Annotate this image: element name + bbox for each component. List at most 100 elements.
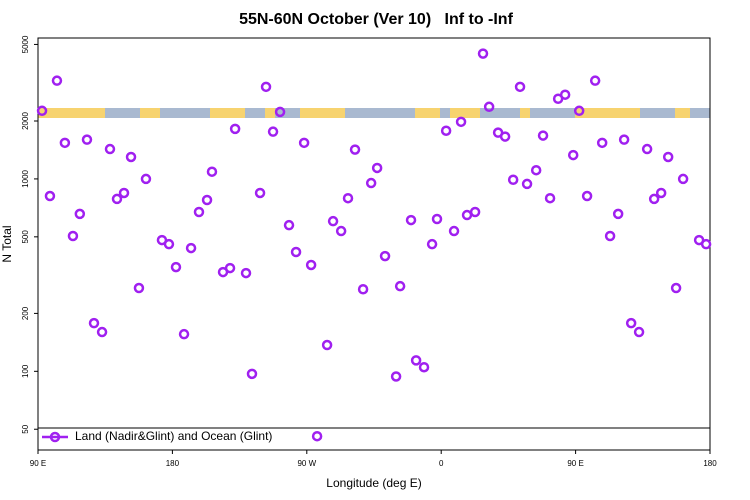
y-tick-label: 500 [21,230,30,244]
point [342,192,354,204]
point [662,151,674,163]
point [544,192,556,204]
point [111,193,123,205]
point [589,75,601,86]
x-tick-label: 180 [166,459,180,468]
point [170,261,182,273]
point [283,219,295,231]
point [36,105,48,117]
point [477,48,489,59]
point [229,123,241,135]
point [514,81,526,93]
point [418,361,430,373]
x-tick-label: 90 E [30,459,46,468]
point [655,187,667,199]
point [394,280,406,292]
point [178,328,190,340]
point [581,190,593,202]
point [59,137,71,149]
point [596,137,608,149]
point [88,317,100,329]
point [521,178,533,190]
point [311,430,323,442]
point [648,193,660,205]
point [51,75,63,86]
point [140,173,152,185]
point [254,187,266,199]
point [290,246,302,258]
x-tick-label: 180 [703,459,717,468]
point [335,225,347,237]
point [74,208,86,220]
point [246,368,258,380]
chart-title: 55N-60N October (Ver 10) Inf to -Inf [239,11,514,28]
point [537,130,549,141]
point [125,151,137,163]
point [118,187,130,199]
y-tick-label: 5000 [21,35,30,53]
plot-frame [37,37,711,451]
point [455,116,467,128]
point [193,206,205,218]
point [410,355,422,366]
point [677,173,689,185]
point [321,339,333,351]
point [96,326,108,338]
map-strip [38,108,710,118]
point [431,213,443,225]
point [405,214,417,226]
y-tick-label: 200 [21,306,30,320]
point [133,282,145,294]
y-tick-label: 50 [21,424,30,433]
point [185,242,197,254]
point [499,131,511,142]
point [379,250,391,262]
point [357,284,369,295]
legend-label: Land (Nadir&Glint) and Ocean (Glint) [75,429,272,443]
point [507,174,519,186]
x-tick-label: 90 W [297,459,316,468]
point [573,105,585,117]
point [625,317,637,329]
point [448,225,460,237]
point [201,194,213,206]
point [305,259,317,271]
point [469,206,481,218]
point [206,166,218,177]
point [604,230,616,242]
point [298,137,310,149]
point [426,238,438,250]
point [349,144,361,155]
point [700,238,712,250]
point [327,215,339,227]
y-tick-label: 100 [21,364,30,378]
x-axis-label: Longitude (deg E) [326,476,421,490]
point [390,371,402,382]
point [641,143,653,155]
point [633,326,645,338]
point [483,101,495,113]
point [44,190,56,202]
x-tick-label: 0 [439,459,444,468]
y-tick-label: 2000 [21,112,30,130]
point [224,262,236,274]
point [365,177,377,189]
point [618,134,630,145]
point [461,209,473,221]
point [530,164,542,176]
point [260,81,272,93]
x-tick-label: 90 E [567,459,583,468]
point [440,125,452,136]
point [612,208,624,220]
point [240,267,252,279]
point [274,106,286,118]
point [267,126,279,137]
point [559,89,571,100]
point [104,143,116,155]
point [567,149,579,161]
point [670,282,682,294]
point [67,230,79,242]
legend-marker [49,431,61,443]
point [163,238,175,250]
